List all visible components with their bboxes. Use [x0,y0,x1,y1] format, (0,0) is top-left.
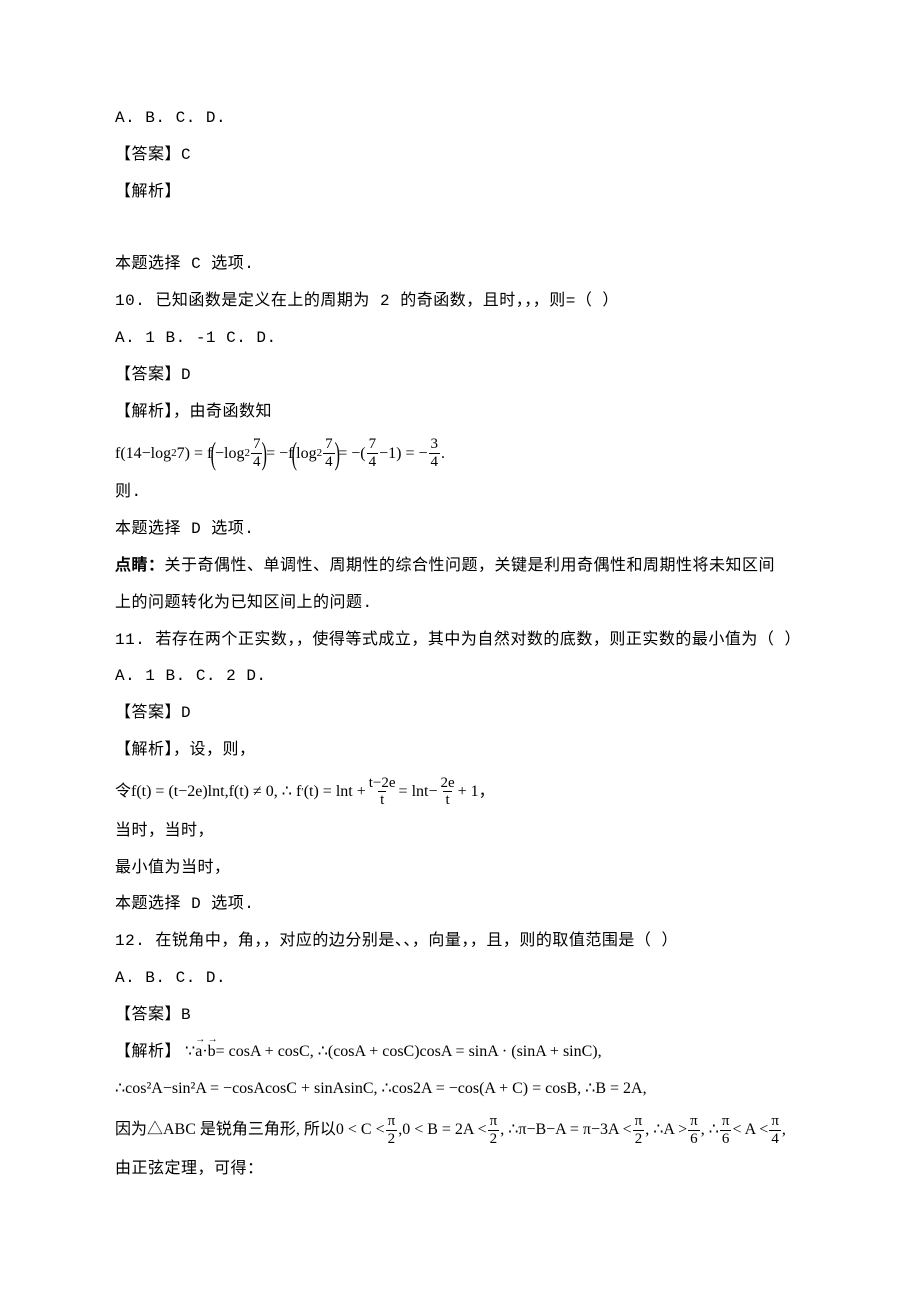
analysis-label: 【解析】 [115,1043,181,1061]
den: 6 [720,1130,732,1148]
vec-a-icon: a [195,1043,202,1061]
paren-r2: ) [334,441,339,467]
f-arg2-pre: log [296,445,316,463]
num: 7 [323,436,335,453]
frac-pi-6-b: π6 [720,1113,732,1147]
l3-seg3: , ∴A > [645,1121,687,1139]
q9-answer: 【答案】C [115,137,820,174]
den: 2 [633,1130,645,1148]
q12-analysis-line1: 【解析】 ∵ a · b = cosA + cosC, ∴(cosA + cos… [115,1034,820,1071]
q12-analysis-line3: 因为△ABC 是锐角三角形, 所以0 < C < π2 ,0 < B = 2A … [115,1113,820,1147]
rest: = cosA + cosC, ∴(cosA + cosC)cosA = sinA… [216,1043,602,1061]
q12-analysis-line4: 由正弦定理，可得： [115,1151,820,1188]
f-end: . [441,445,445,463]
q11-when2: 最小值为当时， [115,850,820,887]
num: π [720,1113,732,1130]
diansing-body1: 关于奇偶性、单调性、周期性的综合性问题，关键是利用奇偶性和周期性将未知区间 [165,557,776,575]
q10-formula: f(14−log27) = f ( −log2 74 ) = −f ( log2… [115,436,820,470]
l3-tail: , [782,1121,786,1139]
f-mid: = −f [266,445,293,463]
f-lhs-tail: 7) = f [177,445,213,463]
q11-answer: 【答案】D [115,695,820,732]
q12-analysis-line2: ∴cos²A−sin²A = −cosAcosC + sinAsinC, ∴co… [115,1070,820,1107]
q11-conclusion: 本题选择 D 选项. [115,886,820,923]
den: t [443,791,451,809]
q9-choices: A. B. C. D. [115,100,820,137]
l3-seg5: < A < [732,1121,768,1139]
q12-choices: A. B. C. D. [115,960,820,997]
paren-l2: ( [292,441,297,467]
q10-stem: 10. 已知函数是定义在上的周期为 2 的奇函数，且时，，，则=（ ） [115,283,820,320]
den: t [378,791,386,809]
num: π [769,1113,781,1130]
frac-2e-t: 2et [438,775,456,809]
q11-when1: 当时，当时， [115,813,820,850]
f-eq2-tail: −1) = − [379,445,427,463]
q11-f-pre: 令f(t) = (t−2e)lnt,f(t) ≠ 0, ∴ f [115,783,301,801]
den: 4 [367,453,379,471]
frac-pi-4: π4 [769,1113,781,1147]
frac-7-4-c: 74 [367,436,379,470]
num: 2e [438,775,456,792]
q11-f-eq: = lnt− [399,783,438,801]
q9-conclusion: 本题选择 C 选项. [115,246,820,283]
den: 4 [323,453,335,471]
f-lhs: f(14−log [115,445,171,463]
f-arg1-pre: −log [215,445,244,463]
l3-seg4: , ∴ [701,1121,719,1139]
frac-t2e-t: t−2et [367,775,398,809]
num: 7 [367,436,379,453]
diansing-label: 点睛： [115,557,165,575]
q10-diansing: 点睛：关于奇偶性、单调性、周期性的综合性问题，关键是利用奇偶性和周期性将未知区间 [115,548,820,585]
l3-seg2: , ∴π−B−A = π−3A < [500,1121,631,1139]
pre: ∵ [185,1043,195,1061]
num: 3 [429,436,441,453]
vec-b-icon: b [208,1043,216,1061]
q11-f-tail: + 1， [458,783,495,801]
q10-diansing-body2: 上的问题转化为已知区间上的问题. [115,585,820,622]
den: 6 [688,1130,700,1148]
frac-pi-6-a: π6 [688,1113,700,1147]
num: t−2e [367,775,398,792]
den: 2 [386,1130,398,1148]
paren-l1: ( [211,441,216,467]
q11-f-mid: (t) = lnt + [304,783,366,801]
frac-pi-2-b: π2 [488,1113,500,1147]
q9-analysis-label: 【解析】 [115,174,820,211]
q11-stem: 11. 若存在两个正实数，，使得等式成立，其中为自然对数的底数，则正实数的最小值… [115,622,820,659]
q11-analysis-label: 【解析】，设，则， [115,732,820,769]
frac-pi-2-c: π2 [633,1113,645,1147]
blank-gap [115,210,820,246]
paren-r1: ) [262,441,267,467]
frac-pi-2-a: π2 [386,1113,398,1147]
l3-seg1: ,0 < B = 2A < [398,1121,486,1139]
frac-7-4-b: 74 [323,436,335,470]
q12-stem: 12. 在锐角中，角，，对应的边分别是、、，向量，，且，则的取值范围是（ ） [115,923,820,960]
q10-analysis-label: 【解析】，由奇函数知 [115,394,820,431]
num: π [633,1113,645,1130]
den: 2 [488,1130,500,1148]
num: π [688,1113,700,1130]
q10-choices: A. 1 B. -1 C. D. [115,320,820,357]
q11-formula: 令f(t) = (t−2e)lnt,f(t) ≠ 0, ∴ f′(t) = ln… [115,775,820,809]
q10-answer: 【答案】D [115,357,820,394]
frac-3-4: 34 [429,436,441,470]
num: π [386,1113,398,1130]
num: π [488,1113,500,1130]
q12-answer: 【答案】B [115,997,820,1034]
den: 4 [429,453,441,471]
l3-pre: 因为△ABC 是锐角三角形, 所以0 < C < [115,1121,385,1139]
q10-then: 则. [115,474,820,511]
den: 4 [769,1130,781,1148]
line2-formula: ∴cos²A−sin²A = −cosAcosC + sinAsinC, ∴co… [115,1080,647,1098]
q10-conclusion: 本题选择 D 选项. [115,511,820,548]
q11-choices: A. 1 B. C. 2 D. [115,658,820,695]
f-eq2: = −( [338,445,365,463]
